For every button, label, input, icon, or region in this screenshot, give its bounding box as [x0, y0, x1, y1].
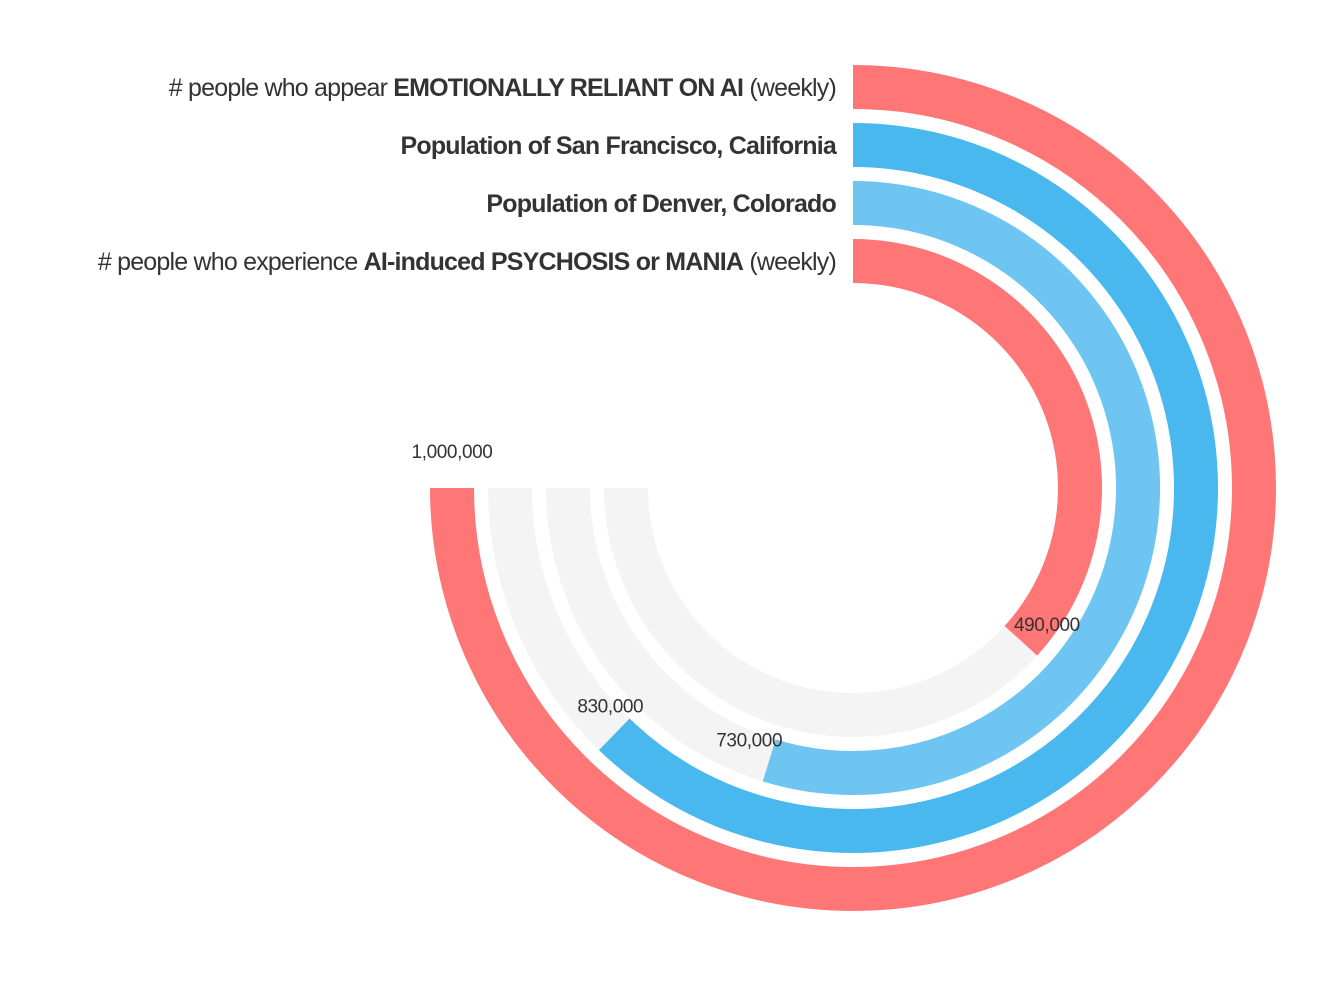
- series-label-part: EMOTIONALLY RELIANT ON AI: [393, 74, 743, 102]
- value-label-psychosis: 490,000: [1014, 615, 1080, 636]
- series-label-part: (weekly): [743, 74, 836, 102]
- series-label-part: AI-induced PSYCHOSIS or MANIA: [364, 248, 744, 276]
- series-label-part: Population of San Francisco, California: [400, 132, 837, 160]
- series-label-part: # people who appear: [169, 74, 393, 102]
- series-label-sf: Population of San Francisco, California: [400, 132, 837, 160]
- value-label-denver: 730,000: [716, 730, 782, 751]
- bar-reliant: [430, 65, 1276, 911]
- value-label-sf: 830,000: [577, 696, 643, 717]
- series-label-psychosis: # people who experience AI-induced PSYCH…: [98, 248, 836, 276]
- series-label-denver: Population of Denver, Colorado: [486, 190, 836, 218]
- series-label-part: # people who experience: [98, 248, 364, 276]
- bar-sf: [599, 123, 1218, 853]
- series-label-reliant: # people who appear EMOTIONALLY RELIANT …: [169, 74, 836, 102]
- series-label-part: (weekly): [743, 248, 836, 276]
- value-label-reliant: 1,000,000: [412, 442, 493, 463]
- bar-denver: [762, 181, 1160, 795]
- bar-psychosis: [852, 239, 1102, 656]
- series-label-part: Population of Denver, Colorado: [486, 190, 836, 218]
